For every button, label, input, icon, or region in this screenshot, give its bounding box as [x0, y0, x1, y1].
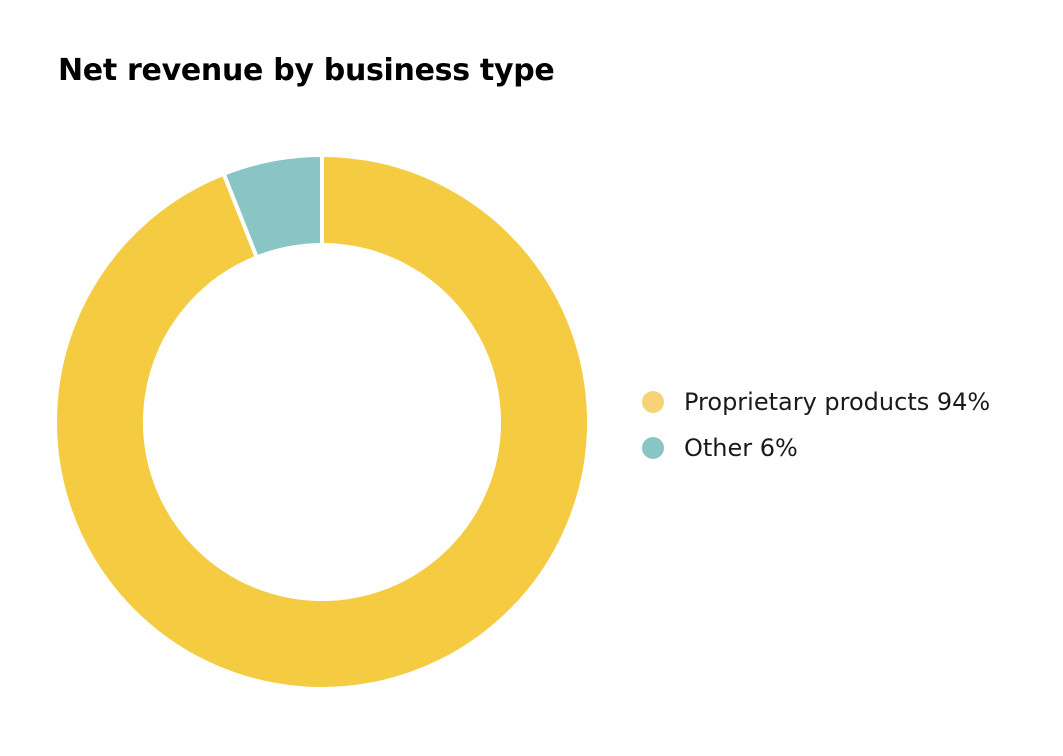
legend-swatch-other: [642, 437, 664, 459]
legend-item-proprietary-products: Proprietary products 94%: [642, 379, 990, 425]
donut-slice-proprietary-products: [53, 152, 591, 691]
legend-item-other: Other 6%: [642, 425, 990, 471]
chart-legend: Proprietary products 94% Other 6%: [642, 379, 990, 471]
legend-label-proprietary-products: Proprietary products 94%: [684, 388, 991, 416]
legend-swatch-proprietary-products: [642, 391, 664, 413]
chart-title: Net revenue by business type: [58, 53, 555, 88]
legend-label-other: Other 6%: [684, 434, 798, 462]
donut-slice-other: [221, 152, 324, 261]
